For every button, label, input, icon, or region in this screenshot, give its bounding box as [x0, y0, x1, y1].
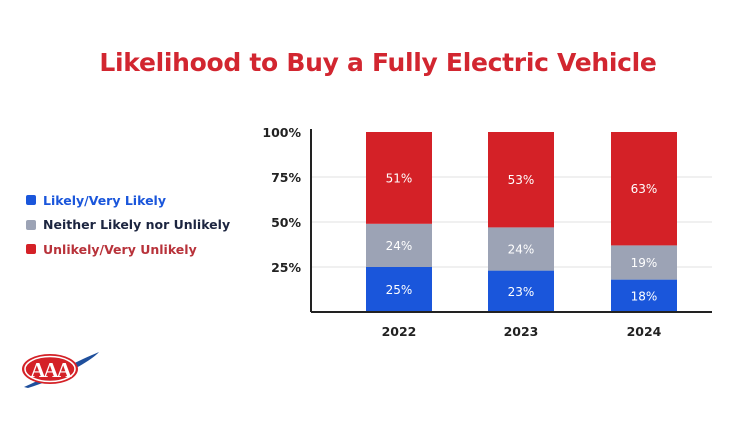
data-label: 24% [508, 243, 535, 257]
data-label: 23% [508, 285, 535, 299]
y-tick-label: 50% [271, 215, 301, 230]
y-tick-label: 75% [271, 170, 301, 185]
legend-label: Likely/Very Likely [43, 192, 166, 208]
svg-text:AAA: AAA [30, 358, 72, 382]
bar-segment [611, 245, 677, 280]
bar-segment [488, 227, 554, 271]
chart-title: Likelihood to Buy a Fully Electric Vehic… [99, 48, 657, 77]
legend-swatch [26, 244, 36, 255]
data-label: 25% [386, 283, 413, 297]
data-label: 51% [386, 171, 413, 185]
data-label: 19% [631, 256, 658, 270]
x-tick-label: 2023 [504, 324, 539, 339]
x-tick-label: 2024 [627, 324, 662, 339]
y-tick-label: 100% [262, 125, 301, 140]
legend-swatch [26, 195, 36, 206]
legend-swatch [26, 219, 36, 230]
data-label: 53% [508, 173, 535, 187]
bar-segment [611, 132, 677, 246]
legend-label: Unlikely/Very Unlikely [43, 241, 197, 257]
x-tick-label: 2022 [382, 324, 417, 339]
legend: Likely/Very Likely Neither Likely nor Un… [26, 188, 230, 262]
legend-item-neither: Neither Likely nor Unlikely [26, 213, 230, 238]
legend-item-unlikely: Unlikely/Very Unlikely [26, 237, 230, 262]
bar-segment [488, 270, 554, 312]
data-label: 18% [631, 289, 658, 303]
legend-item-likely: Likely/Very Likely [26, 188, 230, 213]
data-label: 63% [631, 182, 658, 196]
y-tick-label: 25% [271, 260, 301, 275]
legend-label: Neither Likely nor Unlikely [43, 217, 231, 233]
aaa-logo: AAA [22, 352, 99, 388]
bar-segment [366, 223, 432, 267]
bar-segment [366, 132, 432, 224]
bar-segment [366, 267, 432, 312]
bar-segment [488, 132, 554, 228]
data-label: 24% [386, 239, 413, 253]
bar-segment [611, 279, 677, 312]
